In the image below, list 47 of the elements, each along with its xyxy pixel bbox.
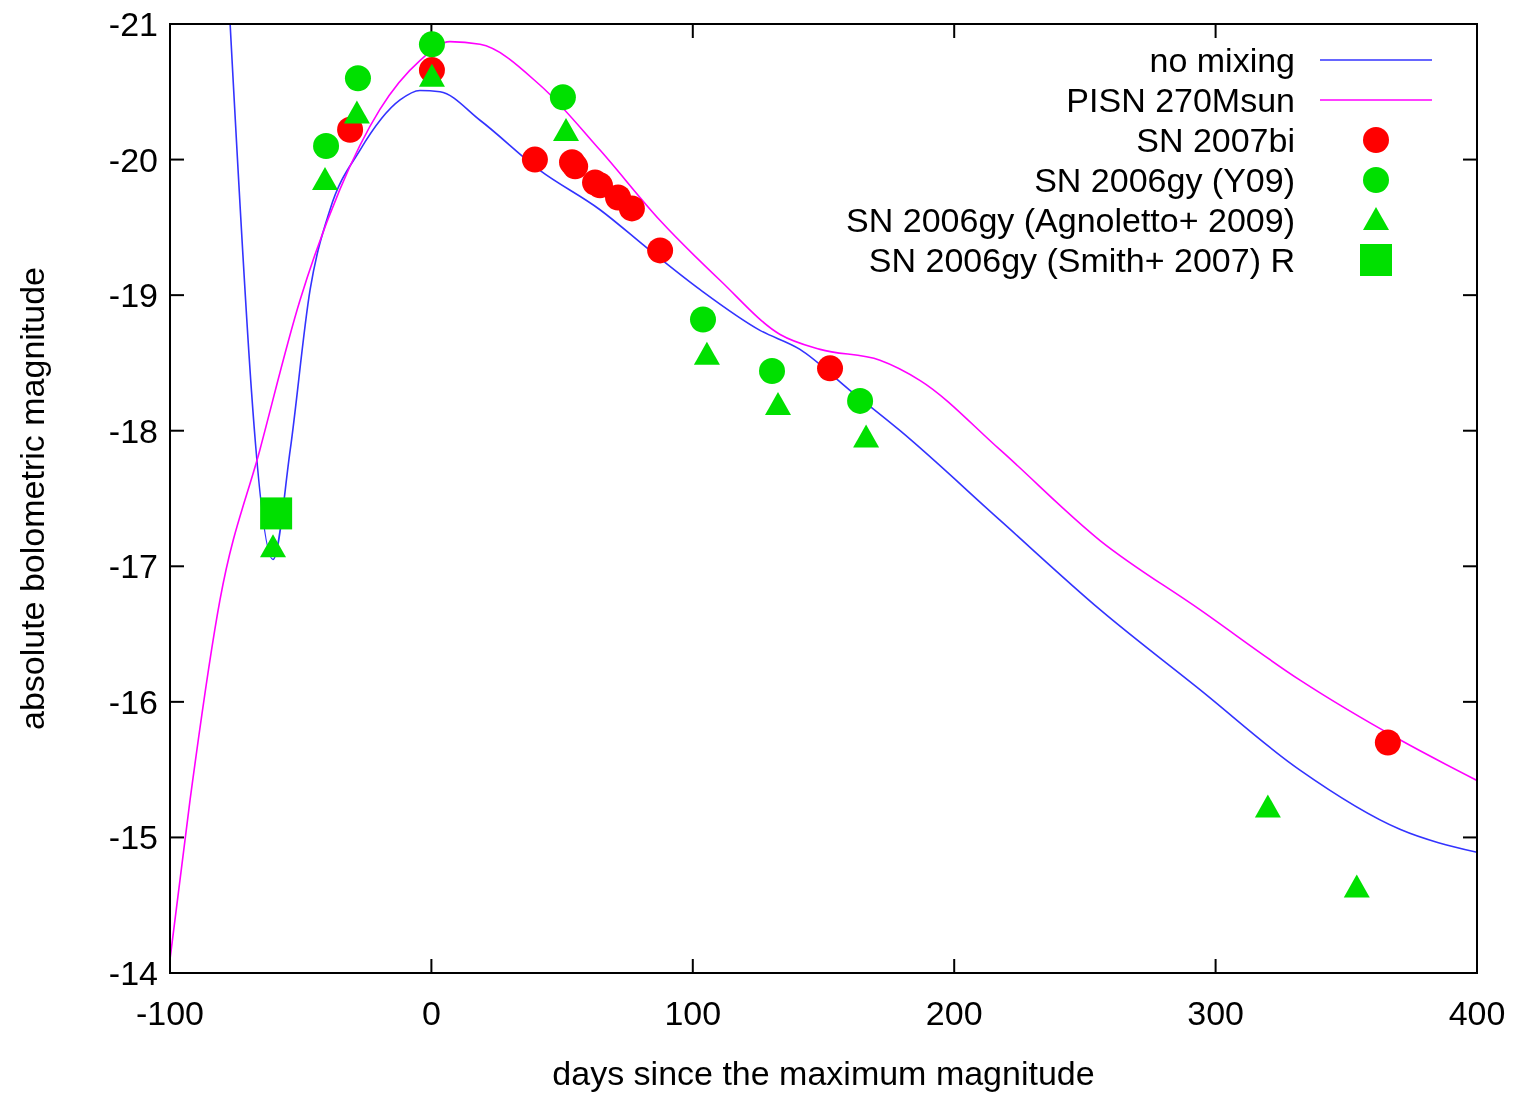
point (1374, 729, 1401, 756)
x-tick-label: 0 (421, 994, 441, 1032)
legend-label: PISN 270Msun (1066, 81, 1295, 119)
point (418, 31, 445, 58)
point (418, 63, 445, 87)
point (312, 166, 339, 190)
point (759, 358, 785, 385)
y-tick-label: -16 (108, 682, 158, 721)
point (313, 133, 340, 160)
point (549, 84, 576, 111)
y-tick-label: -14 (108, 954, 158, 992)
legend-label: SN 2006gy (Smith+ 2007) R (868, 241, 1295, 279)
x-tick-label: -100 (135, 994, 205, 1032)
point (817, 355, 844, 382)
point (587, 172, 613, 199)
y-tick-label: -15 (108, 818, 158, 857)
line-series (229, 24, 1477, 854)
x-tick-label: 300 (1187, 994, 1244, 1032)
x-tick-label: 400 (1448, 994, 1506, 1032)
y-tick-label: -17 (108, 547, 158, 586)
point (693, 341, 720, 365)
point (259, 534, 286, 558)
point (521, 146, 548, 173)
point (647, 237, 674, 264)
x-axis-title: days since the maximum magnitude (552, 1054, 1095, 1092)
legend-label: SN 2007bi (1136, 121, 1295, 159)
point (260, 497, 293, 530)
y-tick-label: -21 (108, 5, 158, 43)
point (343, 100, 370, 124)
point (765, 391, 792, 415)
point (618, 195, 645, 222)
legend-label: no mixing (1149, 41, 1295, 79)
legend-label: SN 2006gy (Agnoletto+ 2009) (846, 201, 1295, 239)
y-tick-label: -20 (108, 140, 158, 179)
point (1343, 874, 1370, 898)
point (690, 306, 716, 333)
point (553, 118, 580, 142)
legend-label: SN 2006gy (Y09) (1034, 161, 1295, 199)
y-tick-label: -19 (108, 276, 158, 315)
point (847, 387, 874, 414)
x-tick-label: 200 (925, 994, 983, 1032)
point (853, 424, 880, 448)
point (344, 65, 371, 92)
y-axis-title: absolute bolometric magnitude (13, 266, 51, 731)
x-tick-label: 100 (664, 994, 722, 1032)
y-tick-label: -18 (108, 411, 158, 450)
point (1254, 794, 1281, 818)
